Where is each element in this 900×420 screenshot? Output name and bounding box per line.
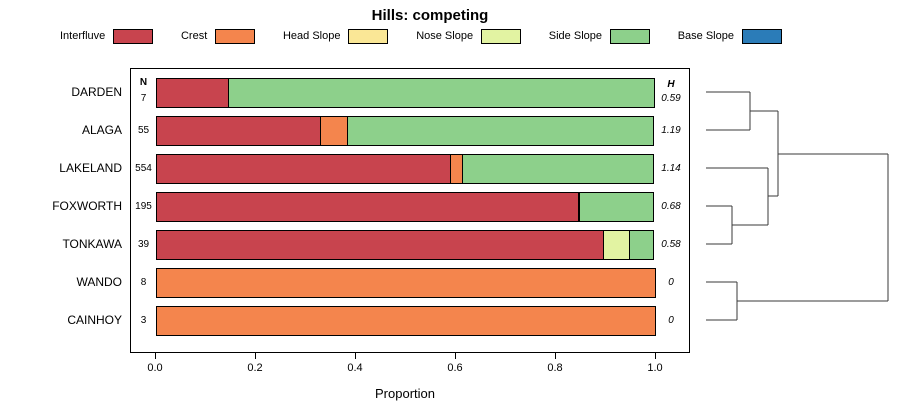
row-n-value: 8 [140,277,147,288]
x-tick-mark [255,353,256,359]
row-h-value: 0.68 [661,201,681,212]
bar-segment-crest [320,116,348,146]
row-label: CAINHOY [67,313,122,327]
legend-swatch [113,28,154,44]
legend-item: Crest [180,28,256,44]
x-tick-label: 0.6 [447,362,463,374]
legend-label: Nose Slope [416,30,474,42]
row-h-value: 1.14 [661,163,681,174]
legend-label: Base Slope [677,30,734,42]
legend-item: Head Slope [282,28,389,44]
x-axis: 0.0 0.2 0.4 0.6 0.8 1.0 [130,353,690,383]
plot-area: N H 7 0.59 55 1.19 554 1.14 195 0.68 39 0.58 8 0 3 0 [130,68,690,353]
legend-item: Nose Slope [416,28,522,44]
n-column-header: N [139,77,148,88]
bar-segment-side-slope [461,154,654,184]
row-n-value: 39 [137,239,150,250]
legend-swatch [741,28,782,44]
row-h-value: 1.19 [661,125,681,136]
row-label: ALAGA [81,123,122,137]
bar-segment-interfluve [156,154,451,184]
bar-segment-side-slope [579,192,654,222]
legend-swatch [348,28,389,44]
bar-row [156,116,656,146]
bar-row [156,306,656,336]
h-column-header: H [667,79,675,90]
row-n-value: 554 [135,163,152,174]
x-tick-mark [455,353,456,359]
legend-swatch [610,28,650,44]
x-tick-label: 0.8 [547,362,563,374]
row-h-value: 0 [668,277,674,288]
bar-row [156,230,656,260]
row-label: DARDEN [71,85,122,99]
legend-label: Side Slope [548,30,602,42]
legend-label: Crest [180,30,208,42]
legend-swatch [481,28,522,44]
row-h-value: 0.59 [661,93,681,104]
bar-row [156,268,656,298]
bar-segment-crest [156,268,656,298]
row-n-value: 195 [135,201,152,212]
legend-swatch [215,28,256,44]
row-h-value: 0.58 [661,239,681,250]
bar-segment-side-slope [346,116,654,146]
legend: Interfluve Crest Head Slope Nose Slope Side … [60,28,782,44]
bar-segment-interfluve [156,192,579,222]
x-axis-title: Proportion [375,386,435,401]
legend-label: Interfluve [60,30,106,42]
bar-row [156,78,656,108]
x-tick-mark [155,353,156,359]
bar-segment-interfluve [156,78,229,108]
dendrogram [706,91,889,321]
row-label: WANDO [76,275,122,289]
chart-title: Hills: competing [371,7,489,24]
row-n-value: 3 [140,315,147,326]
x-tick-label: 1.0 [647,362,663,374]
x-tick-mark [555,353,556,359]
x-tick-label: 0.0 [147,362,163,374]
legend-item: Side Slope [548,28,650,44]
bar-segment-side-slope [227,78,655,108]
bar-row [156,154,656,184]
bar-segment-side-slope [629,230,654,260]
row-h-value: 0 [668,315,674,326]
x-tick-mark [355,353,356,359]
bar-segment-nose-slope [602,230,630,260]
bar-segment-interfluve [156,230,604,260]
row-label: LAKELAND [59,161,122,175]
x-tick-label: 0.4 [347,362,363,374]
legend-label: Head Slope [282,30,341,42]
row-label: TONKAWA [62,237,122,251]
legend-item: Interfluve [60,28,154,44]
x-tick-mark [655,353,656,359]
bar-segment-interfluve [156,116,321,146]
y-axis-labels: DARDEN ALAGA LAKELAND FOXWORTH TONKAWA WANDO C… [0,0,126,420]
bar-row [156,192,656,222]
legend-item: Base Slope [677,28,782,44]
row-n-value: 55 [137,125,150,136]
bar-segment-crest [156,306,656,336]
row-label: FOXWORTH [52,199,122,213]
x-tick-label: 0.2 [247,362,263,374]
row-n-value: 7 [140,93,147,104]
